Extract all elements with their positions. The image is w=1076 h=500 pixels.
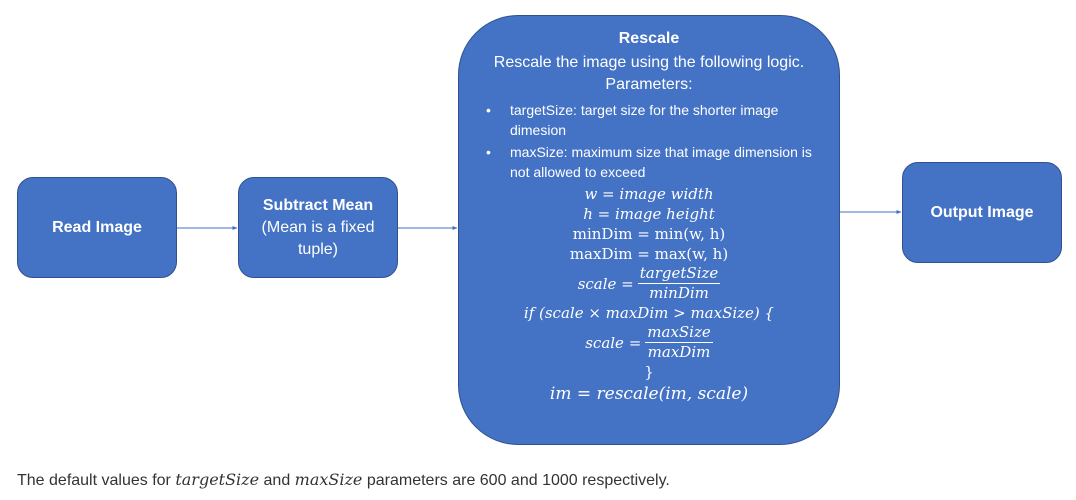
fraction: maxSize maxDim bbox=[645, 323, 713, 362]
rescale-node: Rescale Rescale the image using the foll… bbox=[458, 15, 840, 445]
formula-scale-lhs: scale = bbox=[577, 274, 634, 293]
output-image-label: Output Image bbox=[930, 203, 1034, 221]
formula-final: im = rescale(im, scale) bbox=[549, 384, 749, 404]
read-image-node: Read Image bbox=[17, 177, 177, 278]
param-text: targetSize: target size for the shorter … bbox=[510, 102, 779, 138]
footnote-post: parameters are 600 and 1000 respectively… bbox=[366, 472, 670, 489]
formula-close: } bbox=[644, 363, 654, 381]
param-text: maxSize: maximum size that image dimensi… bbox=[510, 144, 812, 180]
footnote-mid: and bbox=[263, 472, 291, 489]
rescale-description: Rescale the image using the following lo… bbox=[493, 54, 805, 93]
fraction-numerator: maxSize bbox=[645, 323, 713, 343]
formula-maxdim: maxDim = max(w, h) bbox=[569, 245, 729, 263]
output-image-node: Output Image bbox=[902, 162, 1062, 263]
param-item: • targetSize: target size for the shorter… bbox=[484, 100, 814, 140]
footnote-var-targetsize: targetSize bbox=[175, 470, 260, 489]
formula-mindim: minDim = min(w, h) bbox=[572, 225, 726, 243]
read-image-label: Read Image bbox=[52, 218, 142, 236]
formula-scale2-lhs: scale = bbox=[585, 333, 642, 352]
rescale-title: Rescale bbox=[618, 30, 680, 47]
fraction-numerator: targetSize bbox=[637, 264, 721, 284]
fraction: targetSize minDim bbox=[637, 264, 721, 303]
subtract-mean-title: Subtract Mean bbox=[262, 196, 374, 214]
bullet-icon: • bbox=[486, 102, 491, 118]
formula-scale2: scale = maxSize maxDim bbox=[524, 323, 774, 362]
formula-w: w = image width bbox=[584, 185, 714, 203]
fraction-denominator: maxDim bbox=[647, 343, 711, 361]
footnote-pre: The default values for bbox=[17, 472, 171, 489]
bullet-icon: • bbox=[486, 144, 491, 160]
param-item: • maxSize: maximum size that image dimens… bbox=[484, 142, 814, 182]
footnote-var-maxsize: maxSize bbox=[294, 470, 363, 489]
rescale-param-list: • targetSize: target size for the shorter… bbox=[484, 100, 814, 184]
fraction-denominator: minDim bbox=[649, 284, 709, 302]
rescale-formulas: w = image width h = image height minDim … bbox=[524, 184, 774, 404]
footnote: The default values for targetSize and ma… bbox=[17, 470, 670, 490]
subtract-mean-node: Subtract Mean (Mean is a fixed tuple) bbox=[238, 177, 398, 278]
formula-scale: scale = targetSize minDim bbox=[524, 264, 774, 303]
formula-h: h = image height bbox=[583, 205, 715, 223]
subtract-mean-subtitle: (Mean is a fixed tuple) bbox=[261, 218, 375, 258]
formula-if: if (scale × maxDim > maxSize) { bbox=[523, 304, 775, 322]
